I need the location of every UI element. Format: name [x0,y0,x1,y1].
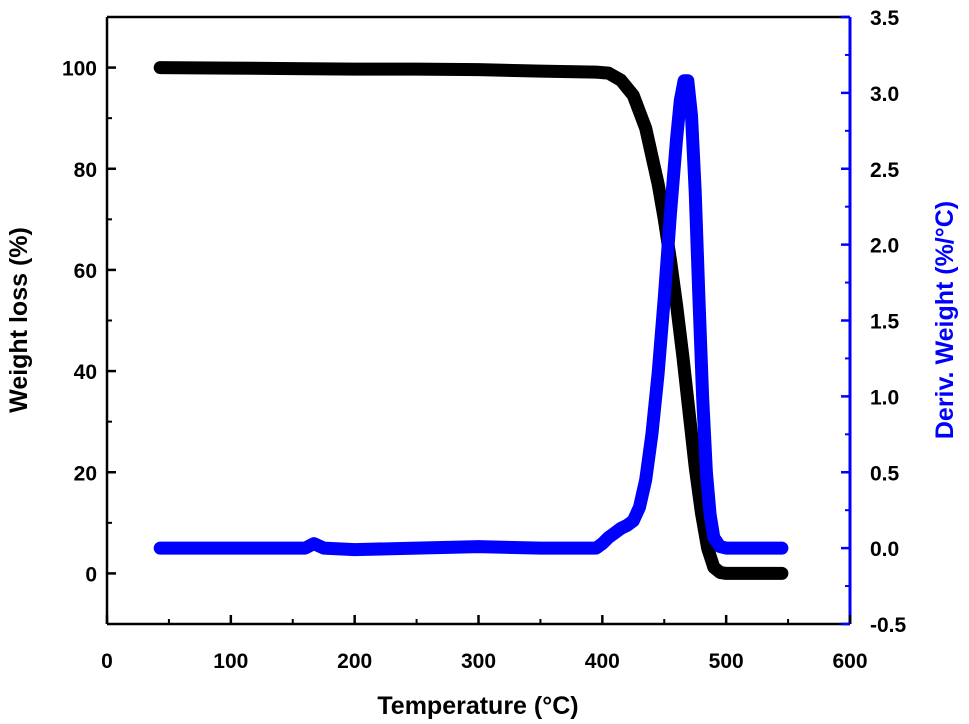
deriv-weight-series-line [153,74,789,557]
y2-tick-label: 1.5 [870,311,900,334]
y2-tick-label: -0.5 [870,614,907,637]
y2-tick-label: 0.0 [870,538,899,561]
y-tick-label: 80 [74,159,97,182]
y2-tick-label: 1.0 [870,386,899,409]
y-axis-title: Weight loss (%) [5,227,33,413]
x-tick-label: 200 [337,650,372,673]
y-tick-label: 60 [74,260,97,283]
x-tick-label: 100 [213,650,248,673]
x-tick-label: 500 [709,650,744,673]
x-tick-label: 0 [101,650,113,673]
axes-frame: 0 100 200 300 400 500 600 0 20 40 60 80 100 -0.5 0.0 0.… [62,7,907,673]
y2-tick-label: 2.0 [870,235,899,258]
y2-tick-label: 3.0 [870,83,899,106]
y2-axis-title: Deriv. Weight (%/°C) [931,201,959,439]
y2-tick-label: 3.5 [870,7,900,30]
y-tick-label: 20 [74,462,97,485]
x-tick-label: 400 [585,650,620,673]
plot-area [153,61,789,580]
x-axis-title: Temperature (°C) [377,692,578,720]
x-tick-label: 300 [461,650,496,673]
y-tick-label: 100 [62,58,97,81]
y-tick-label: 0 [85,563,97,586]
y2-tick-label: 2.5 [870,159,900,182]
x-tick-label: 600 [832,650,867,673]
weight-loss-series-line [153,61,789,580]
y2-tick-label: 0.5 [870,462,900,485]
y-tick-label: 40 [74,361,97,384]
